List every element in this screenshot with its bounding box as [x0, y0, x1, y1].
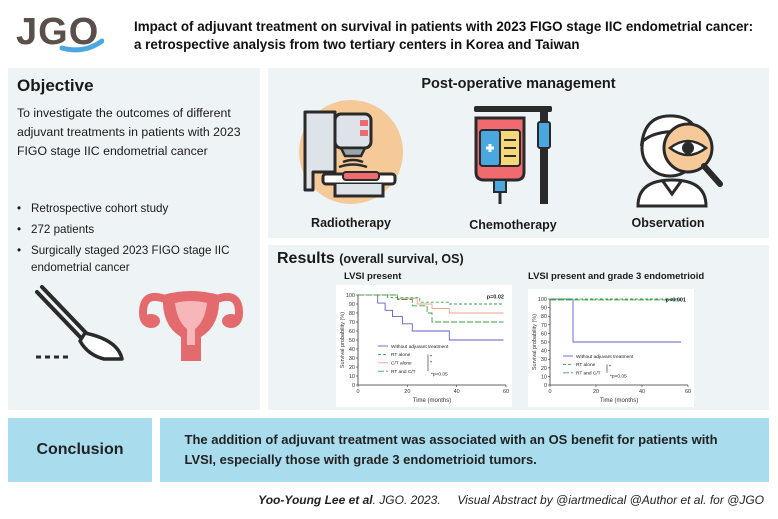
radiotherapy-label: Radiotherapy — [311, 216, 391, 230]
legend-label: Without adjuvant treatment — [391, 344, 449, 350]
series-line-0 — [358, 294, 504, 341]
uterus-icon — [138, 291, 244, 361]
journal-logo: JGO — [14, 8, 105, 56]
conclusion-text-box: The addition of adjuvant treatment was a… — [160, 418, 769, 482]
y-tick-label: 40 — [541, 349, 547, 355]
logo-wordmark: JGO — [16, 11, 99, 53]
y-tick-label: 90 — [541, 306, 547, 312]
x-axis-label: Time (months) — [413, 398, 451, 404]
conclusion-text: The addition of adjuvant treatment was a… — [184, 432, 718, 467]
y-tick-label: 50 — [541, 340, 547, 346]
y-tick-label: 80 — [541, 314, 547, 320]
y-axis-label: Survival probability (%) — [340, 312, 346, 368]
pairwise-mark: * — [609, 364, 611, 370]
y-tick-label: 10 — [349, 374, 355, 380]
objective-heading: Objective — [17, 76, 94, 95]
x-axis-label: Time (months) — [600, 398, 638, 404]
x-tick-label: 40 — [454, 389, 460, 395]
footer-credit: Visual Abstract by @iartmedical @Author … — [457, 493, 764, 507]
legend-label: Without adjuvant treatment — [576, 354, 634, 360]
y-tick-label: 30 — [541, 357, 547, 363]
page-title: Impact of adjuvant treatment on survival… — [134, 19, 754, 52]
y-tick-label: 30 — [349, 356, 355, 362]
x-tick-label: 40 — [639, 389, 645, 395]
y-tick-label: 60 — [349, 329, 355, 335]
x-tick-label: 60 — [685, 389, 691, 395]
radiotherapy-machine-icon — [299, 100, 403, 204]
legend-label: RT alone — [576, 362, 596, 368]
legend-label: RT and C/T — [391, 369, 416, 375]
x-tick-label: 60 — [503, 389, 509, 395]
series-line-3 — [358, 294, 504, 323]
management-heading: Post-operative management — [421, 76, 616, 92]
y-tick-label: 90 — [349, 302, 355, 308]
p-value-label: p=0.02 — [487, 295, 504, 301]
pairwise-mark: * — [430, 354, 432, 360]
y-tick-label: 100 — [346, 293, 355, 299]
footer-journal: . JGO. 2023. — [372, 493, 441, 507]
series-line-1 — [358, 294, 504, 305]
legend-label: RT alone — [391, 352, 411, 358]
conclusion-label: Conclusion — [36, 441, 124, 458]
jgo-logo-mark: JGO — [16, 11, 105, 53]
scalpel-icon — [35, 285, 124, 361]
y-tick-label: 0 — [544, 383, 547, 389]
list-item: Retrospective cohort study — [17, 200, 257, 217]
list-item: Surgically staged 2023 FIGO stage IIC en… — [17, 242, 257, 276]
list-item: 272 patients — [17, 221, 257, 238]
conclusion-label-box: Conclusion — [8, 418, 152, 482]
x-tick-label: 0 — [356, 389, 359, 395]
pairwise-mark: * — [430, 360, 432, 366]
chart-title-lvsi-grade3: LVSI present and grade 3 endometrioid — [528, 271, 705, 282]
km-chart-lvsi-grade3: 0 10 20 30 40 50 60 70 80 90 100 0 20 40 60 Time (month… — [528, 289, 694, 407]
iv-bag-icon — [474, 106, 552, 204]
legend-label: RT and C/T — [576, 371, 601, 377]
y-tick-label: 20 — [541, 366, 547, 372]
y-tick-label: 40 — [349, 347, 355, 353]
y-axis-label: Survival probability (%) — [532, 314, 538, 370]
chart-background — [336, 285, 512, 407]
p-value-label: p<0.001 — [666, 298, 686, 304]
observation-label: Observation — [631, 216, 705, 230]
y-tick-label: 20 — [349, 365, 355, 371]
x-tick-label: 20 — [404, 389, 410, 395]
y-tick-label: 0 — [352, 383, 355, 389]
pairwise-p-value: *p>0.05 — [431, 372, 448, 378]
footer-citation: Yoo-Young Lee et al. JGO. 2023. Visual A… — [0, 493, 764, 507]
results-subheading: (overall survival, OS) — [339, 252, 464, 266]
x-tick-label: 0 — [548, 389, 551, 395]
observation-eye-icon — [636, 114, 723, 208]
chemotherapy-label: Chemotherapy — [469, 218, 557, 232]
legend-label: C/T alone — [391, 361, 412, 367]
y-tick-label: 70 — [541, 323, 547, 329]
y-tick-label: 100 — [538, 297, 547, 303]
y-tick-label: 50 — [349, 338, 355, 344]
y-tick-label: 70 — [349, 320, 355, 326]
x-tick-label: 20 — [593, 389, 599, 395]
chart-background — [528, 289, 694, 407]
results-heading-text: Results — [277, 250, 335, 267]
footer-author: Yoo-Young Lee et al — [258, 493, 373, 507]
km-chart-lvsi: 0 10 20 30 40 50 60 70 80 90 100 0 20 40 60 Time (month… — [336, 285, 512, 407]
chart-title-lvsi: LVSI present — [344, 271, 402, 282]
objective-panel — [8, 68, 260, 410]
y-tick-label: 80 — [349, 311, 355, 317]
study-design-list: Retrospective cohort study 272 patients … — [17, 200, 257, 280]
objective-text: To investigate the outcomes of different… — [17, 106, 241, 158]
results-heading: Results (overall survival, OS) — [277, 250, 464, 268]
pairwise-p-value: *p>0.05 — [610, 373, 627, 379]
y-tick-label: 60 — [541, 331, 547, 337]
y-tick-label: 10 — [541, 374, 547, 380]
